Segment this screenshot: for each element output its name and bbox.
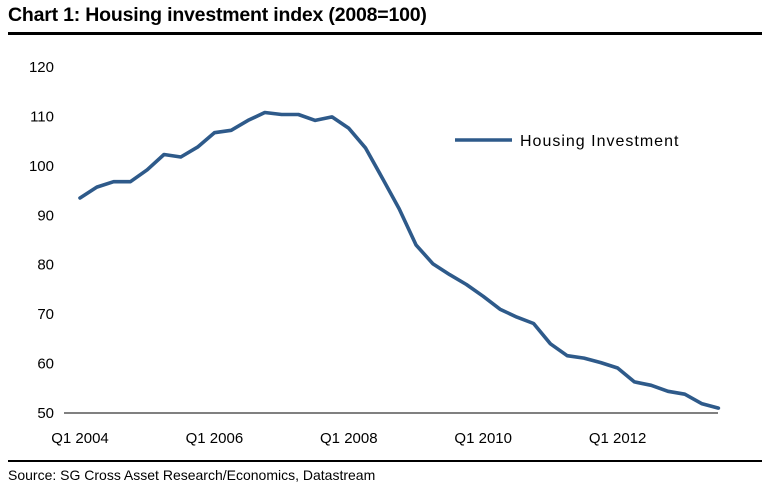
- y-tick-label: 70: [37, 306, 54, 323]
- title-rule: [8, 32, 762, 35]
- x-tick-label: Q1 2006: [186, 430, 244, 447]
- y-tick-label: 110: [30, 108, 54, 125]
- y-tick-label: 90: [37, 207, 54, 224]
- y-tick-label: 60: [37, 356, 54, 373]
- y-tick-label: 100: [29, 158, 54, 175]
- source-rule: [8, 460, 762, 462]
- y-tick-label: 50: [37, 405, 54, 422]
- x-axis: Q1 2004 Q1 2006 Q1 2008 Q1 2010 Q1 2012: [51, 412, 718, 447]
- y-axis: 50 60 70 80 90 100 110 120: [29, 59, 54, 422]
- x-tick-label: Q1 2004: [51, 430, 109, 447]
- x-tick-label: Q1 2010: [454, 430, 512, 447]
- legend-label: Housing Investment: [520, 133, 679, 150]
- x-tick-label: Q1 2008: [320, 430, 378, 447]
- plot-area: [78, 110, 721, 410]
- source-note: Source: SG Cross Asset Research/Economic…: [8, 467, 376, 483]
- x-tick-label: Q1 2012: [589, 430, 647, 447]
- chart-title: Chart 1: Housing investment index (2008=…: [8, 4, 427, 26]
- legend: Housing Investment: [455, 133, 679, 150]
- y-tick-label: 80: [37, 257, 54, 274]
- y-tick-label: 120: [29, 59, 54, 76]
- series-line-housing-investment: [78, 110, 721, 410]
